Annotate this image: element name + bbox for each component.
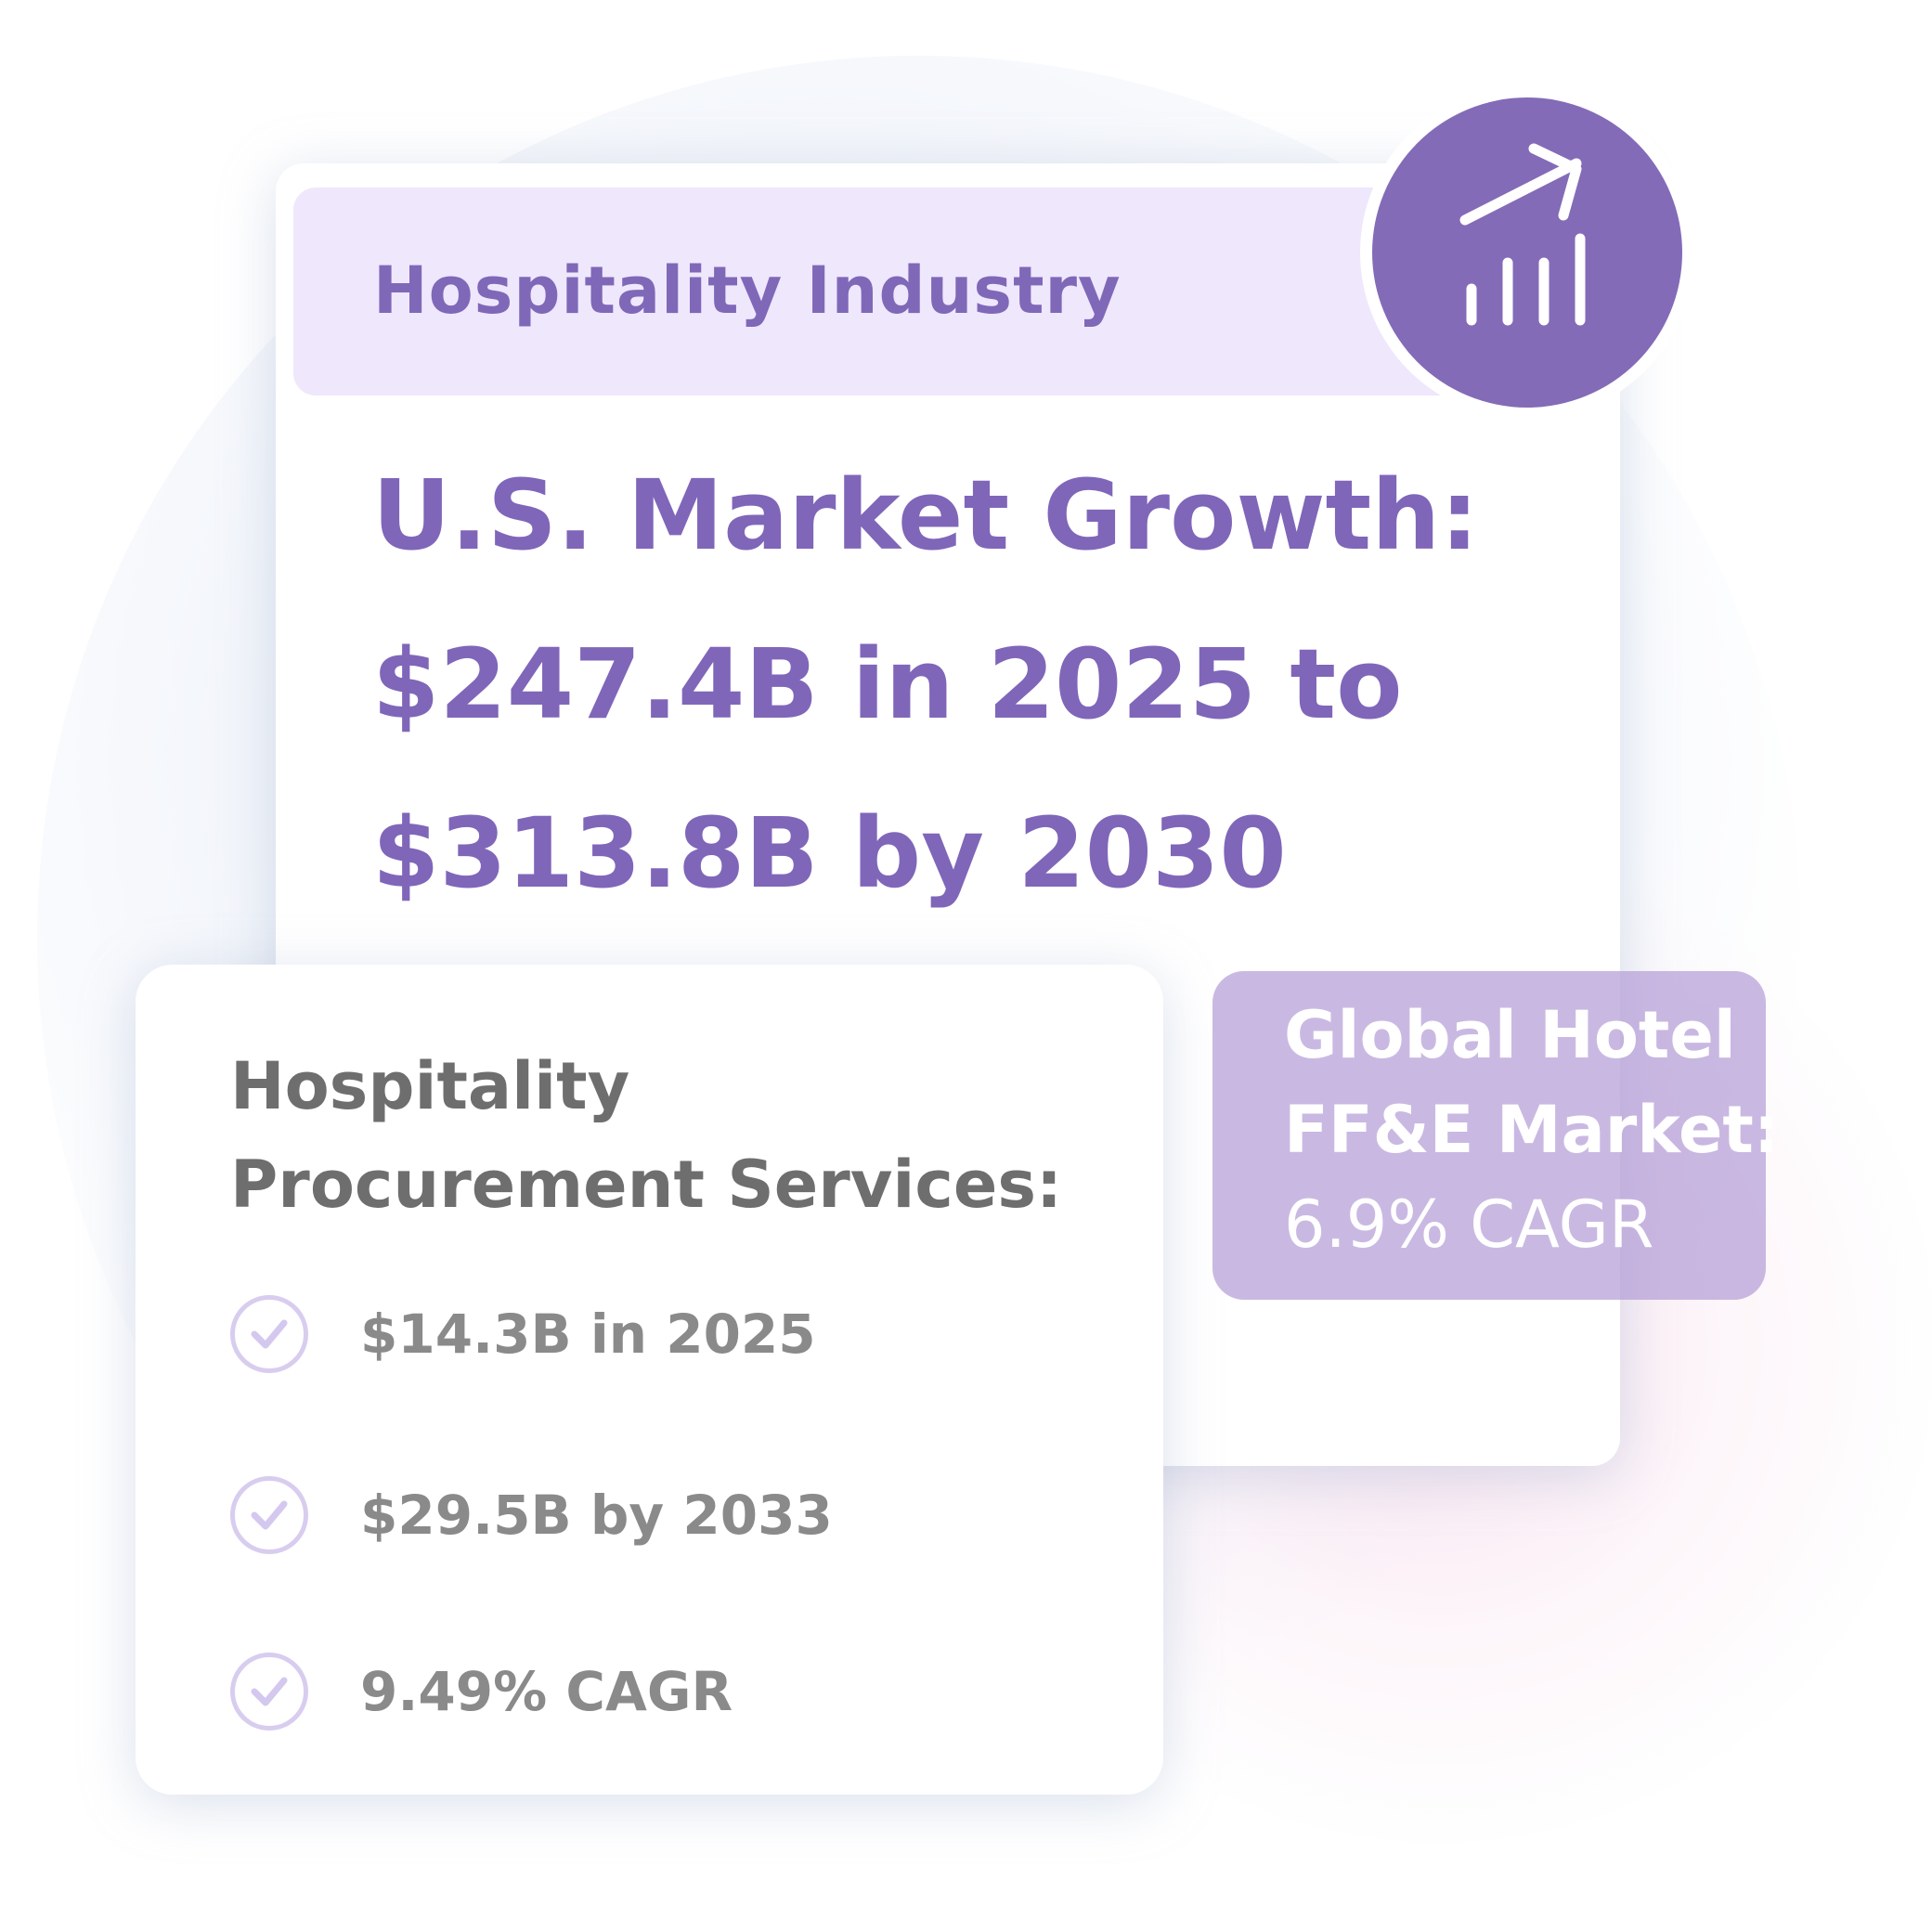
- header-title: Hospitality Industry: [373, 253, 1122, 329]
- item-text: $14.3B in 2025: [360, 1303, 816, 1366]
- list-item: 9.49% CAGR: [230, 1649, 733, 1734]
- check-circle-icon: [230, 1653, 308, 1731]
- procurement-title: Hospitality Procurement Services:: [230, 1048, 1062, 1223]
- global-ffe-callout: Global Hotel FF&E Market: 6.9% CAGR: [1212, 971, 1780, 1300]
- callout-line-2: FF&E Market:: [1284, 1092, 1780, 1168]
- procurement-card: Hospitality Procurement Services: $14.3B…: [136, 965, 1163, 1795]
- check-circle-icon: [230, 1295, 308, 1373]
- check-circle-icon: [230, 1476, 308, 1554]
- headline-line-3: $313.8B by 2030: [372, 797, 1287, 910]
- trending-chart-icon: [1372, 97, 1682, 408]
- item-text: $29.5B by 2033: [360, 1484, 833, 1547]
- headline-line-2: $247.4B in 2025 to: [372, 628, 1403, 741]
- list-item: $14.3B in 2025: [230, 1291, 816, 1377]
- callout-line-1: Global Hotel: [1284, 997, 1736, 1073]
- card-header: Hospitality Industry: [293, 188, 1500, 395]
- item-text: 9.49% CAGR: [360, 1660, 733, 1723]
- headline-line-1: U.S. Market Growth:: [372, 459, 1479, 572]
- list-item: $29.5B by 2033: [230, 1472, 833, 1558]
- callout-line-3: 6.9% CAGR: [1284, 1186, 1654, 1263]
